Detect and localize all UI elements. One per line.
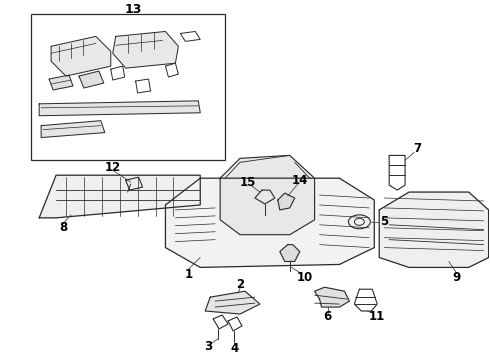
Polygon shape [280,244,300,261]
Text: 2: 2 [236,278,244,291]
Text: 11: 11 [369,310,385,324]
Text: 4: 4 [231,342,239,355]
Polygon shape [113,31,178,68]
Polygon shape [220,156,315,235]
Text: 1: 1 [184,268,193,281]
Polygon shape [39,101,200,116]
Polygon shape [41,121,105,138]
Text: 12: 12 [105,161,121,174]
Text: 15: 15 [240,176,256,189]
Text: 6: 6 [323,310,332,324]
Polygon shape [79,71,104,88]
Polygon shape [379,192,489,267]
Polygon shape [315,287,349,307]
Text: 9: 9 [453,271,461,284]
Text: 14: 14 [292,174,308,187]
Polygon shape [166,178,374,267]
Text: 5: 5 [380,215,389,228]
Polygon shape [205,291,260,314]
Text: 13: 13 [125,3,142,16]
Text: 3: 3 [204,340,212,353]
Polygon shape [125,177,143,190]
Polygon shape [39,175,200,218]
Text: 7: 7 [413,142,421,155]
Text: 10: 10 [296,271,313,284]
Polygon shape [278,193,294,210]
Polygon shape [51,36,111,76]
Polygon shape [49,75,73,90]
Bar [31,14,225,160]
Text: 8: 8 [59,221,67,234]
